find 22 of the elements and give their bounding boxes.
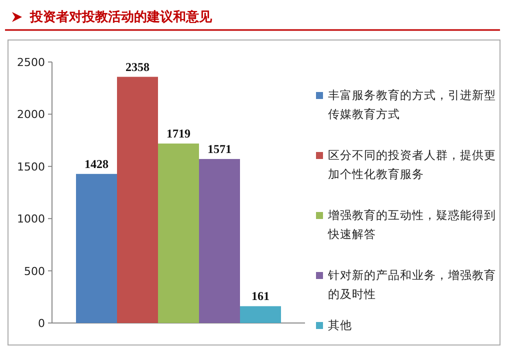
legend-label: 增强教育的互动性，疑惑能得到快速解答	[328, 207, 496, 243]
chart-title: 投资者对投教活动的建议和意见	[30, 8, 212, 26]
data-label: 1719	[166, 126, 190, 141]
data-label: 161	[252, 289, 270, 304]
y-tick-label: 2500	[17, 56, 45, 69]
data-label: 1428	[84, 156, 108, 171]
legend-label: 其他	[328, 317, 352, 334]
bar	[117, 76, 158, 323]
y-tick-label: 0	[38, 317, 45, 330]
legend-label: 区分不同的投资者人群，提供更加个性化教育服务	[328, 147, 496, 183]
bar	[158, 144, 199, 323]
y-tick-label: 1000	[17, 212, 45, 226]
y-tick-label: 2000	[17, 108, 45, 122]
y-tick-label: 1500	[17, 160, 45, 174]
data-label: 2358	[126, 60, 150, 74]
legend-label: 丰富服务教育的方式，引进新型传媒教育方式	[328, 87, 496, 123]
y-tick-label: 500	[24, 264, 45, 278]
data-label: 1571	[208, 142, 232, 156]
bar	[240, 306, 281, 323]
bar	[199, 158, 240, 323]
bar	[76, 174, 117, 323]
legend-label: 针对新的产品和业务，增强教育的及时性	[328, 267, 496, 303]
